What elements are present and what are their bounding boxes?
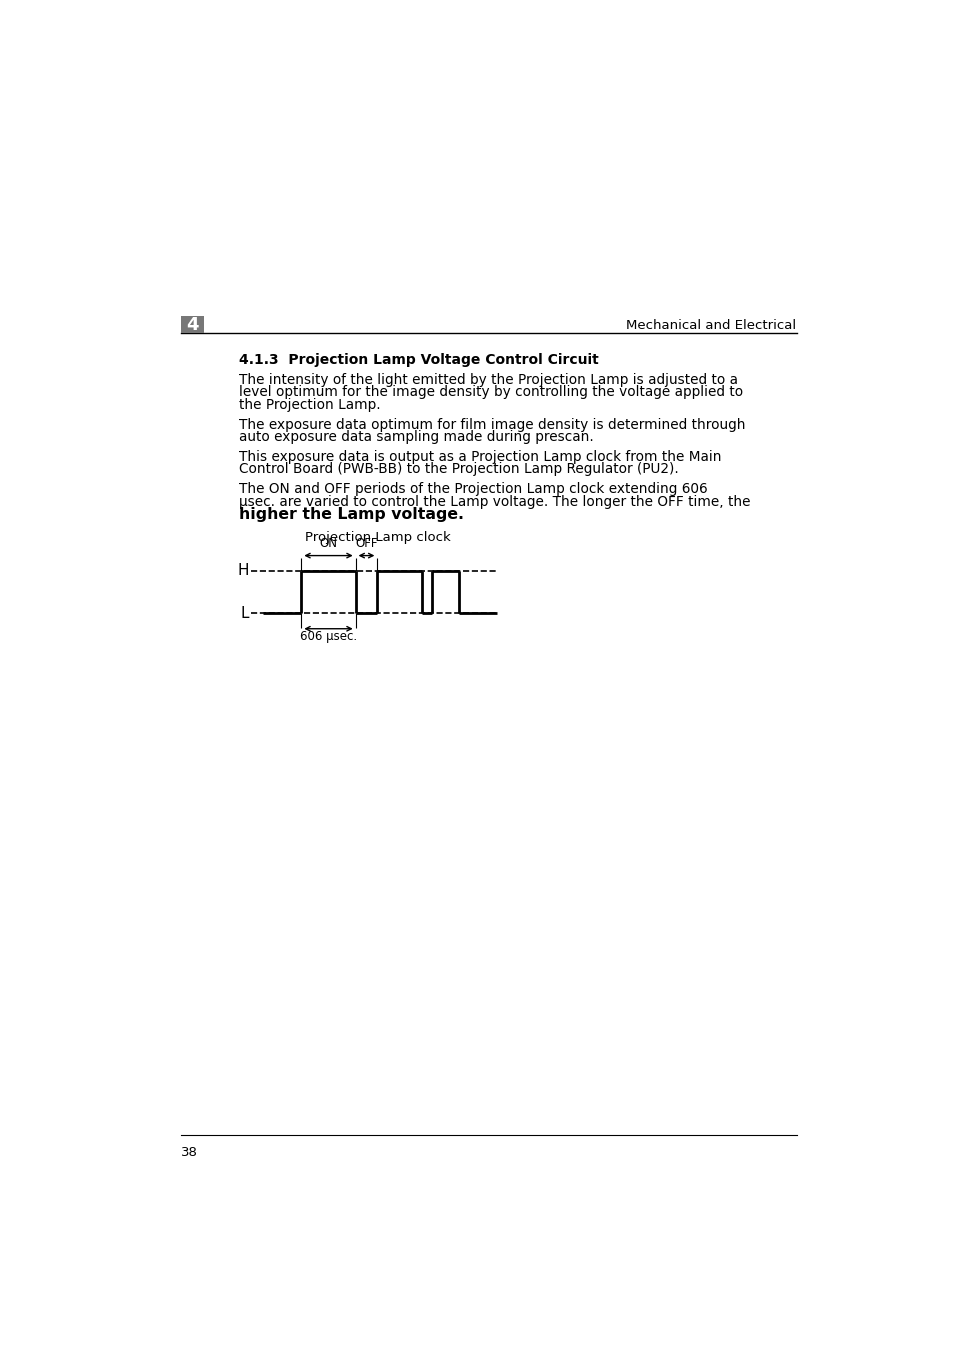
Text: μsec. are varied to control the Lamp voltage. The longer the OFF time, the: μsec. are varied to control the Lamp vol…: [239, 494, 750, 509]
Text: This exposure data is output as a Projection Lamp clock from the Main: This exposure data is output as a Projec…: [239, 450, 721, 465]
Text: Mechanical and Electrical: Mechanical and Electrical: [626, 319, 796, 332]
Text: The ON and OFF periods of the Projection Lamp clock extending 606: The ON and OFF periods of the Projection…: [239, 482, 707, 496]
Text: higher the Lamp voltage.: higher the Lamp voltage.: [239, 507, 464, 521]
Text: level optimum for the image density by controlling the voltage applied to: level optimum for the image density by c…: [239, 385, 742, 400]
Text: Control Board (PWB-BB) to the Projection Lamp Regulator (PU2).: Control Board (PWB-BB) to the Projection…: [239, 462, 679, 477]
Text: L: L: [240, 605, 249, 621]
Text: 606 μsec.: 606 μsec.: [299, 631, 356, 643]
Text: 4: 4: [187, 316, 199, 334]
Text: ON: ON: [319, 538, 337, 550]
Text: auto exposure data sampling made during prescan.: auto exposure data sampling made during …: [239, 430, 594, 444]
Text: H: H: [237, 563, 249, 578]
Text: 4.1.3  Projection Lamp Voltage Control Circuit: 4.1.3 Projection Lamp Voltage Control Ci…: [239, 353, 598, 367]
Text: OFF: OFF: [355, 538, 377, 550]
Text: Projection Lamp clock: Projection Lamp clock: [305, 531, 451, 544]
Text: The intensity of the light emitted by the Projection Lamp is adjusted to a: The intensity of the light emitted by th…: [239, 373, 738, 388]
Bar: [181, 316, 204, 334]
Text: the Projection Lamp.: the Projection Lamp.: [239, 397, 380, 412]
Text: The exposure data optimum for film image density is determined through: The exposure data optimum for film image…: [239, 417, 745, 432]
Text: 38: 38: [181, 1146, 198, 1159]
